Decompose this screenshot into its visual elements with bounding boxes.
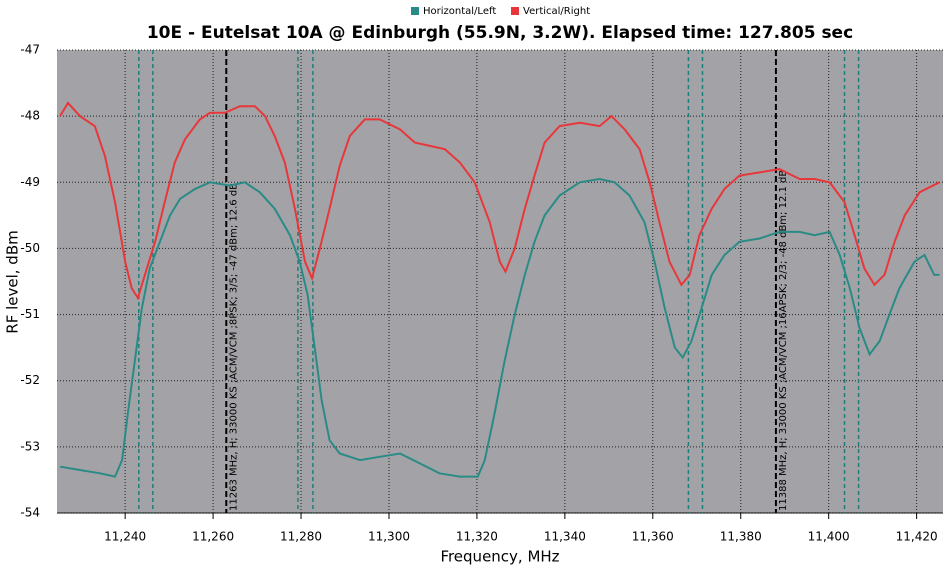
legend-swatch <box>511 7 519 15</box>
marker-label: 11388 MHz, H; 33000 KS ;ACM/VCM ;16APSK;… <box>778 170 789 511</box>
legend-label: Vertical/Right <box>523 6 590 17</box>
series-line <box>59 101 940 301</box>
legend-label: Horizontal/Left <box>423 6 496 17</box>
series-line <box>59 177 940 478</box>
x-axis-label: Frequency, MHz <box>440 548 559 566</box>
x-tick-label: 11,240 <box>104 530 146 544</box>
y-tick-label: -49 <box>20 175 40 189</box>
y-tick-label: -54 <box>20 506 40 520</box>
y-axis-label: RF level, dBm <box>4 230 22 333</box>
marker-label: 11263 MHz, H; 33000 KS ;ACM/VCM ;8PSK; 3… <box>228 183 239 511</box>
y-tick-label: -47 <box>20 43 40 57</box>
y-tick-label: -50 <box>20 241 40 255</box>
x-tick-label: 11,380 <box>720 530 762 544</box>
y-tick-label: -48 <box>20 109 40 123</box>
x-tick-label: 11,400 <box>808 530 850 544</box>
x-tick-label: 11,360 <box>632 530 674 544</box>
x-tick-label: 11,420 <box>896 530 938 544</box>
x-tick-label: 11,320 <box>456 530 498 544</box>
x-tick-label: 11,280 <box>280 530 322 544</box>
y-tick-label: -53 <box>20 439 40 453</box>
chart-title: 10E - Eutelsat 10A @ Edinburgh (55.9N, 3… <box>147 23 853 43</box>
x-tick-label: 11,300 <box>368 530 410 544</box>
plot-area <box>57 50 943 513</box>
x-tick-label: 11,260 <box>192 530 234 544</box>
y-tick-label: -51 <box>20 307 40 321</box>
x-tick-label: 11,340 <box>544 530 586 544</box>
legend-swatch <box>411 7 419 15</box>
y-tick-label: -52 <box>20 373 40 387</box>
